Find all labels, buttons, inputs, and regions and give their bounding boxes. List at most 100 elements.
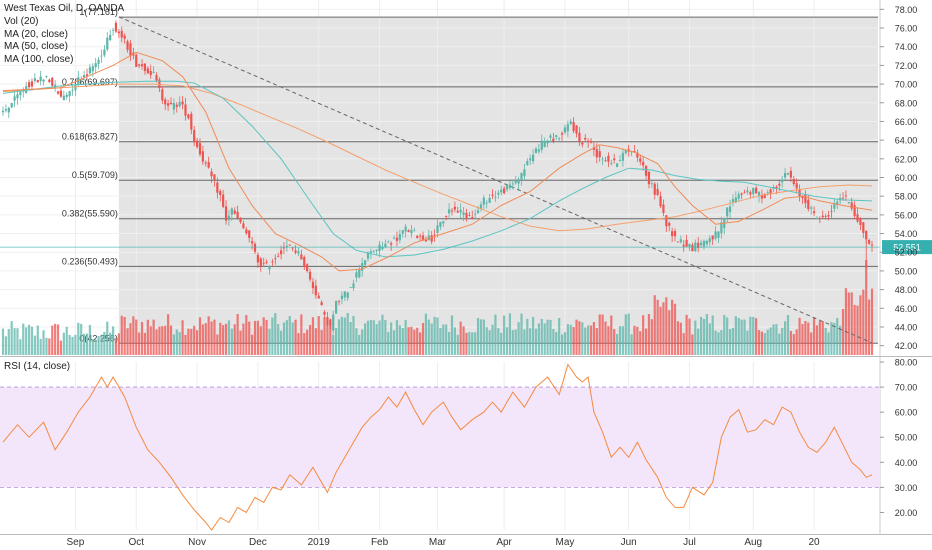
candle-body bbox=[245, 229, 248, 234]
volume-bar bbox=[566, 324, 569, 355]
price-tick-label: 70.00 bbox=[895, 80, 918, 90]
rsi-tick-label: 40.00 bbox=[895, 458, 918, 468]
candle-body bbox=[184, 104, 187, 116]
volume-bar bbox=[792, 334, 795, 355]
volume-bar bbox=[633, 325, 636, 355]
volume-bar bbox=[546, 319, 549, 355]
candle-body bbox=[642, 161, 645, 166]
candle-body bbox=[859, 219, 862, 225]
candle-body bbox=[752, 188, 755, 194]
candle-body bbox=[763, 193, 766, 198]
candle-body bbox=[865, 230, 868, 240]
candle-body bbox=[587, 140, 590, 142]
volume-bar bbox=[445, 324, 448, 355]
volume-bar bbox=[763, 333, 766, 355]
volume-bar bbox=[97, 336, 100, 355]
candle-body bbox=[271, 261, 274, 263]
volume-bar bbox=[25, 327, 28, 355]
volume-bar bbox=[279, 330, 283, 355]
volume-bar bbox=[653, 295, 656, 355]
candle-body bbox=[248, 230, 251, 238]
volume-bar bbox=[74, 334, 77, 355]
candle-body bbox=[138, 64, 141, 66]
candle-body bbox=[335, 301, 338, 314]
volume-bar bbox=[282, 322, 286, 355]
time-tick-label: Dec bbox=[249, 537, 267, 548]
volume-bar bbox=[618, 326, 622, 355]
volume-bar bbox=[621, 326, 624, 355]
volume-bar bbox=[549, 319, 552, 355]
candle-body bbox=[129, 43, 132, 56]
volume-bar bbox=[59, 340, 63, 355]
candle-body bbox=[114, 22, 118, 32]
volume-bar bbox=[801, 324, 804, 355]
candle-body bbox=[230, 208, 233, 215]
candle-body bbox=[812, 211, 816, 214]
volume-bar bbox=[355, 328, 358, 355]
volume-bar bbox=[36, 325, 39, 355]
candle-body bbox=[589, 140, 593, 143]
volume-bar bbox=[491, 324, 494, 355]
volume-bar bbox=[343, 317, 346, 355]
candle-body bbox=[398, 234, 401, 241]
volume-bar bbox=[526, 318, 529, 355]
rsi-tick-label: 70.00 bbox=[895, 383, 918, 393]
volume-bar bbox=[529, 328, 532, 355]
volume-bar bbox=[746, 330, 749, 355]
volume-bar bbox=[563, 332, 567, 355]
volume-bar bbox=[77, 322, 80, 355]
candle-body bbox=[827, 215, 830, 217]
candle-body bbox=[552, 138, 555, 142]
price-tick-label: 72.00 bbox=[895, 61, 918, 71]
candle-body bbox=[555, 135, 558, 137]
candle-body bbox=[416, 235, 419, 238]
volume-bar bbox=[511, 330, 514, 355]
candle-body bbox=[459, 209, 462, 213]
volume-bar bbox=[51, 325, 54, 355]
volume-bar bbox=[7, 329, 10, 355]
candle-body bbox=[175, 104, 178, 107]
candle-body bbox=[511, 183, 514, 185]
volume-bar bbox=[326, 326, 329, 355]
candle-body bbox=[705, 240, 708, 245]
volume-bar bbox=[607, 326, 610, 355]
volume-bar bbox=[642, 315, 645, 355]
volume-bar bbox=[647, 314, 651, 355]
candle-body bbox=[445, 216, 448, 218]
volume-bar bbox=[578, 321, 581, 355]
volume-bar bbox=[821, 321, 824, 355]
candle-body bbox=[847, 202, 850, 204]
volume-bar bbox=[323, 317, 326, 355]
volume-bar bbox=[474, 332, 477, 355]
candle-body bbox=[39, 76, 42, 81]
candle-body bbox=[436, 225, 439, 233]
rsi-tick-label: 50.00 bbox=[895, 433, 918, 443]
time-tick-label: May bbox=[556, 537, 575, 548]
candle-body bbox=[358, 269, 361, 278]
volume-bar bbox=[48, 338, 51, 355]
candle-body bbox=[688, 243, 691, 248]
volume-bar bbox=[378, 320, 381, 355]
candle-body bbox=[178, 101, 181, 107]
volume-bar bbox=[740, 319, 743, 355]
candle-body bbox=[97, 59, 100, 64]
candle-body bbox=[213, 174, 216, 181]
volume-bar bbox=[224, 323, 228, 355]
candle-body bbox=[407, 230, 410, 233]
volume-bar bbox=[80, 323, 83, 355]
time-tick-label: 2019 bbox=[308, 537, 331, 548]
ma20-line bbox=[2, 51, 873, 272]
candle-series bbox=[1, 20, 874, 334]
volume-bar bbox=[184, 334, 187, 355]
volume-bar bbox=[329, 325, 332, 355]
volume-bar bbox=[207, 316, 210, 355]
volume-bar bbox=[187, 328, 190, 355]
candle-body bbox=[285, 245, 288, 248]
price-tick-label: 42.00 bbox=[895, 341, 918, 351]
volume-bar bbox=[592, 322, 596, 355]
volume-bar bbox=[85, 333, 89, 355]
candle-body bbox=[7, 107, 10, 113]
candle-body bbox=[656, 189, 659, 196]
candle-body bbox=[117, 31, 120, 34]
